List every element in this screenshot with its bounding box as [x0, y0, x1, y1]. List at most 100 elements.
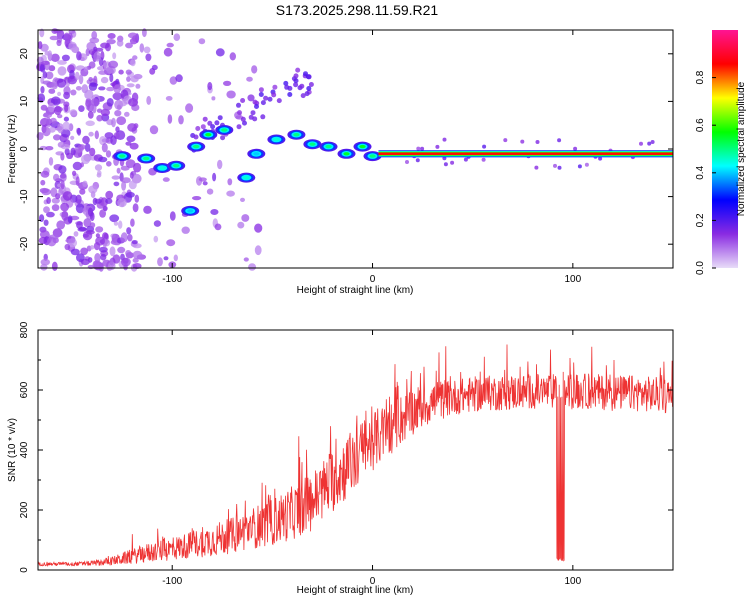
spectrogram-noise-speck	[227, 178, 233, 186]
spectrogram-noise-speck	[105, 198, 113, 205]
colorbar-label: Normalized spectral amplitude	[736, 81, 747, 216]
spectrogram-noise-speck	[70, 135, 75, 140]
spectrogram-noise-speck	[598, 156, 603, 161]
spectrogram-noise-speck	[254, 104, 259, 109]
spectrogram-noise-speck	[60, 179, 65, 190]
spectrogram-noise-speck	[535, 140, 540, 144]
spectrogram-noise-speck	[84, 89, 94, 100]
snr-panel: -100 0 100 0 200 400 600 800 Height of straight…	[7, 321, 674, 596]
spectrogram-noise-speck	[61, 54, 70, 61]
spectrogram-noise-speck	[169, 211, 176, 221]
snr-x-label: Height of straight line (km)	[297, 585, 414, 596]
spectrogram-noise-speck	[85, 100, 92, 107]
spectrogram-noise-speck	[40, 263, 48, 271]
spectrogram-noise-speck	[109, 73, 114, 83]
spectrogram-noise-speck	[51, 82, 58, 90]
spectrogram-noise-speck	[166, 239, 176, 247]
spectrogram-y-tick-label: 10	[19, 95, 30, 107]
spectrogram-noise-speck	[247, 94, 255, 102]
spectrogram-noise-speck	[173, 254, 178, 262]
spectrogram-noise-speck	[260, 100, 266, 106]
spectrogram-noise-speck	[210, 124, 216, 130]
spectrogram-noise-speck	[113, 181, 120, 187]
spectrogram-noise-speck	[85, 230, 95, 235]
snr-x-tick-label: 0	[370, 576, 376, 587]
spectrogram-noise-speck	[47, 236, 57, 247]
spectrogram-noise-speck	[67, 215, 73, 224]
spectrogram-noise-speck	[59, 173, 67, 179]
spectrogram-noise-speck	[69, 109, 78, 116]
spectrogram-noise-speck	[74, 71, 80, 81]
spectrogram-noise-speck	[97, 170, 102, 176]
spectrogram-noise-speck	[276, 98, 282, 104]
spectrogram-noise-speck	[96, 114, 103, 122]
spectrogram-y-label: Frequency (Hz)	[7, 115, 18, 184]
spectrogram-noise-speck	[293, 82, 299, 88]
spectrogram-noise-speck	[139, 43, 145, 53]
spectrogram-noise-speck	[80, 162, 84, 168]
spectrogram-noise-speck	[226, 190, 235, 197]
spectrogram-noise-speck	[60, 128, 71, 138]
spectrogram-noise-speck	[57, 114, 63, 119]
colorbar-tick-label: 0.2	[695, 213, 706, 227]
spectrogram-noise-speck	[39, 28, 45, 38]
spectrogram-chirp-blob	[173, 164, 180, 168]
spectrogram-noise-speck	[557, 138, 562, 143]
spectrogram-noise-speck	[120, 232, 128, 243]
spectrogram-noise-speck	[56, 39, 62, 47]
spectrogram-noise-speck	[248, 263, 257, 271]
spectrogram-noise-speck	[58, 187, 63, 196]
snr-y-tick-label: 400	[19, 441, 30, 458]
spectrogram-noise-speck	[108, 60, 119, 69]
spectrogram-noise-speck	[109, 258, 114, 266]
spectrogram-noise-speck	[520, 139, 525, 144]
spectrogram-noise-speck	[299, 83, 305, 89]
spectrogram-noise-speck	[95, 236, 105, 246]
spectrogram-noise-speck	[58, 165, 67, 174]
spectrogram-noise-speck	[64, 243, 71, 251]
spectrogram-noise-speck	[240, 98, 246, 103]
spectrogram-y-tick-label: -10	[19, 189, 30, 204]
colorbar-tick-label: 0.8	[695, 70, 706, 84]
spectrogram-noise-speck	[217, 159, 223, 170]
spectrogram-noise-speck	[198, 177, 207, 182]
spectrogram-noise-speck	[98, 86, 106, 91]
spectrogram-noise-speck	[40, 179, 46, 186]
spectrogram-noise-speck	[85, 120, 95, 127]
spectrogram-noise-speck	[67, 75, 78, 85]
spectrogram-noise-speck	[111, 117, 116, 128]
spectrogram-noise-speck	[260, 114, 266, 120]
spectrogram-noise-speck	[577, 164, 582, 169]
spectrogram-noise-speck	[166, 42, 174, 48]
spectrogram-noise-speck	[240, 116, 246, 122]
spectrogram-noise-speck	[94, 198, 102, 204]
spectrogram-noise-speck	[125, 69, 132, 75]
spectrogram-noise-speck	[94, 164, 103, 171]
spectrogram-noise-speck	[40, 43, 49, 52]
spectrogram-noise-speck	[113, 84, 121, 94]
spectrogram-noise-speck	[143, 46, 151, 54]
snr-y-tick-label: 800	[19, 321, 30, 338]
spectrogram-noise-speck	[482, 144, 487, 149]
spectrogram-noise-speck	[557, 165, 562, 170]
spectrogram-noise-speck	[267, 96, 273, 102]
spectrogram-noise-speck	[192, 196, 202, 201]
spectrogram-noise-speck	[173, 33, 181, 41]
spectrogram-noise-speck	[116, 39, 124, 47]
spectrogram-noise-speck	[405, 160, 409, 164]
spectrogram-noise-speck	[125, 250, 132, 257]
spectrogram-noise-speck	[38, 41, 43, 50]
spectrogram-noise-speck	[242, 120, 247, 126]
spectrogram-noise-speck	[125, 191, 135, 198]
spectrogram-noise-speck	[92, 260, 102, 270]
spectrogram-noise-speck	[48, 65, 56, 72]
spectrogram-noise-speck	[169, 76, 178, 85]
spectrogram-chirp-blob	[253, 152, 260, 156]
spectrogram-noise-speck	[46, 116, 51, 126]
spectrogram-noise-speck	[72, 170, 77, 176]
spectrogram-chirp-blob	[159, 166, 166, 170]
spectrogram-noise-speck	[185, 103, 194, 113]
spectrogram-noise-speck	[195, 126, 201, 131]
spectrogram-carrier-line	[378, 150, 673, 158]
